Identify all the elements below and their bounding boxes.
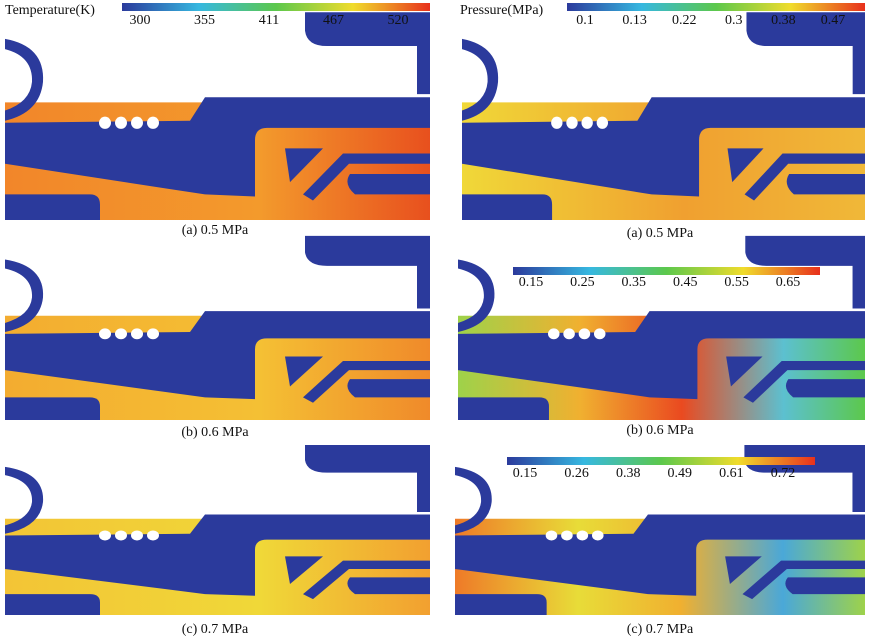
panel-pres-b <box>458 225 865 420</box>
colorbar-tick-label: 0.38 <box>771 13 796 28</box>
figure: (a) 0.5 MPa (a) 0.5 MPa (b) 0.6 MPa (b) 0.6… <box>0 0 869 642</box>
caption: (c) 0.7 MPa <box>182 622 249 637</box>
caption: (a) 0.5 MPa <box>182 223 249 238</box>
colorbar-tick-label: 0.26 <box>564 466 589 481</box>
colorbar-tick-label: 0.13 <box>622 13 647 28</box>
colorbar <box>513 267 820 275</box>
colorbar <box>567 3 865 11</box>
colorbar-tick-label: 300 <box>130 13 151 28</box>
colorbar-tick-label: 355 <box>194 13 215 28</box>
colorbar <box>122 3 430 11</box>
colorbar-tick-label: 0.25 <box>570 275 595 290</box>
colorbar-tick-label: 0.38 <box>616 466 641 481</box>
caption: (b) 0.6 MPa <box>181 425 249 440</box>
panel-temp-c <box>5 435 430 615</box>
colorbar <box>507 457 815 465</box>
panel-pres-a <box>462 0 865 220</box>
caption: (a) 0.5 MPa <box>627 226 694 241</box>
colorbar-tick-label: 0.22 <box>672 13 697 28</box>
colorbar-tick-label: 0.47 <box>821 13 846 28</box>
colorbar-tick-label: 0.1 <box>576 13 594 28</box>
colorbar-tick-label: 0.3 <box>725 13 743 28</box>
colorbar-tick-label: 0.55 <box>724 275 749 290</box>
colorbar-tick-label: 0.15 <box>513 466 538 481</box>
colorbar-tick-label: 0.35 <box>622 275 647 290</box>
panel-temp-a <box>5 0 430 220</box>
caption: (c) 0.7 MPa <box>627 622 694 637</box>
colorbar-label: Pressure(MPa) <box>460 3 544 18</box>
colorbar-tick-label: 0.65 <box>776 275 801 290</box>
panel-temp-b <box>5 225 430 420</box>
colorbar-tick-label: 0.72 <box>771 466 796 481</box>
colorbar-tick-label: 0.49 <box>668 466 693 481</box>
colorbar-label: Temperature(K) <box>5 3 95 18</box>
colorbar-tick-label: 0.45 <box>673 275 698 290</box>
colorbar-tick-label: 467 <box>323 13 344 28</box>
colorbar-tick-label: 0.61 <box>719 466 744 481</box>
colorbar-tick-label: 411 <box>259 13 279 28</box>
caption: (b) 0.6 MPa <box>626 423 694 438</box>
colorbar-tick-label: 0.15 <box>519 275 544 290</box>
colorbar-tick-label: 520 <box>388 13 409 28</box>
